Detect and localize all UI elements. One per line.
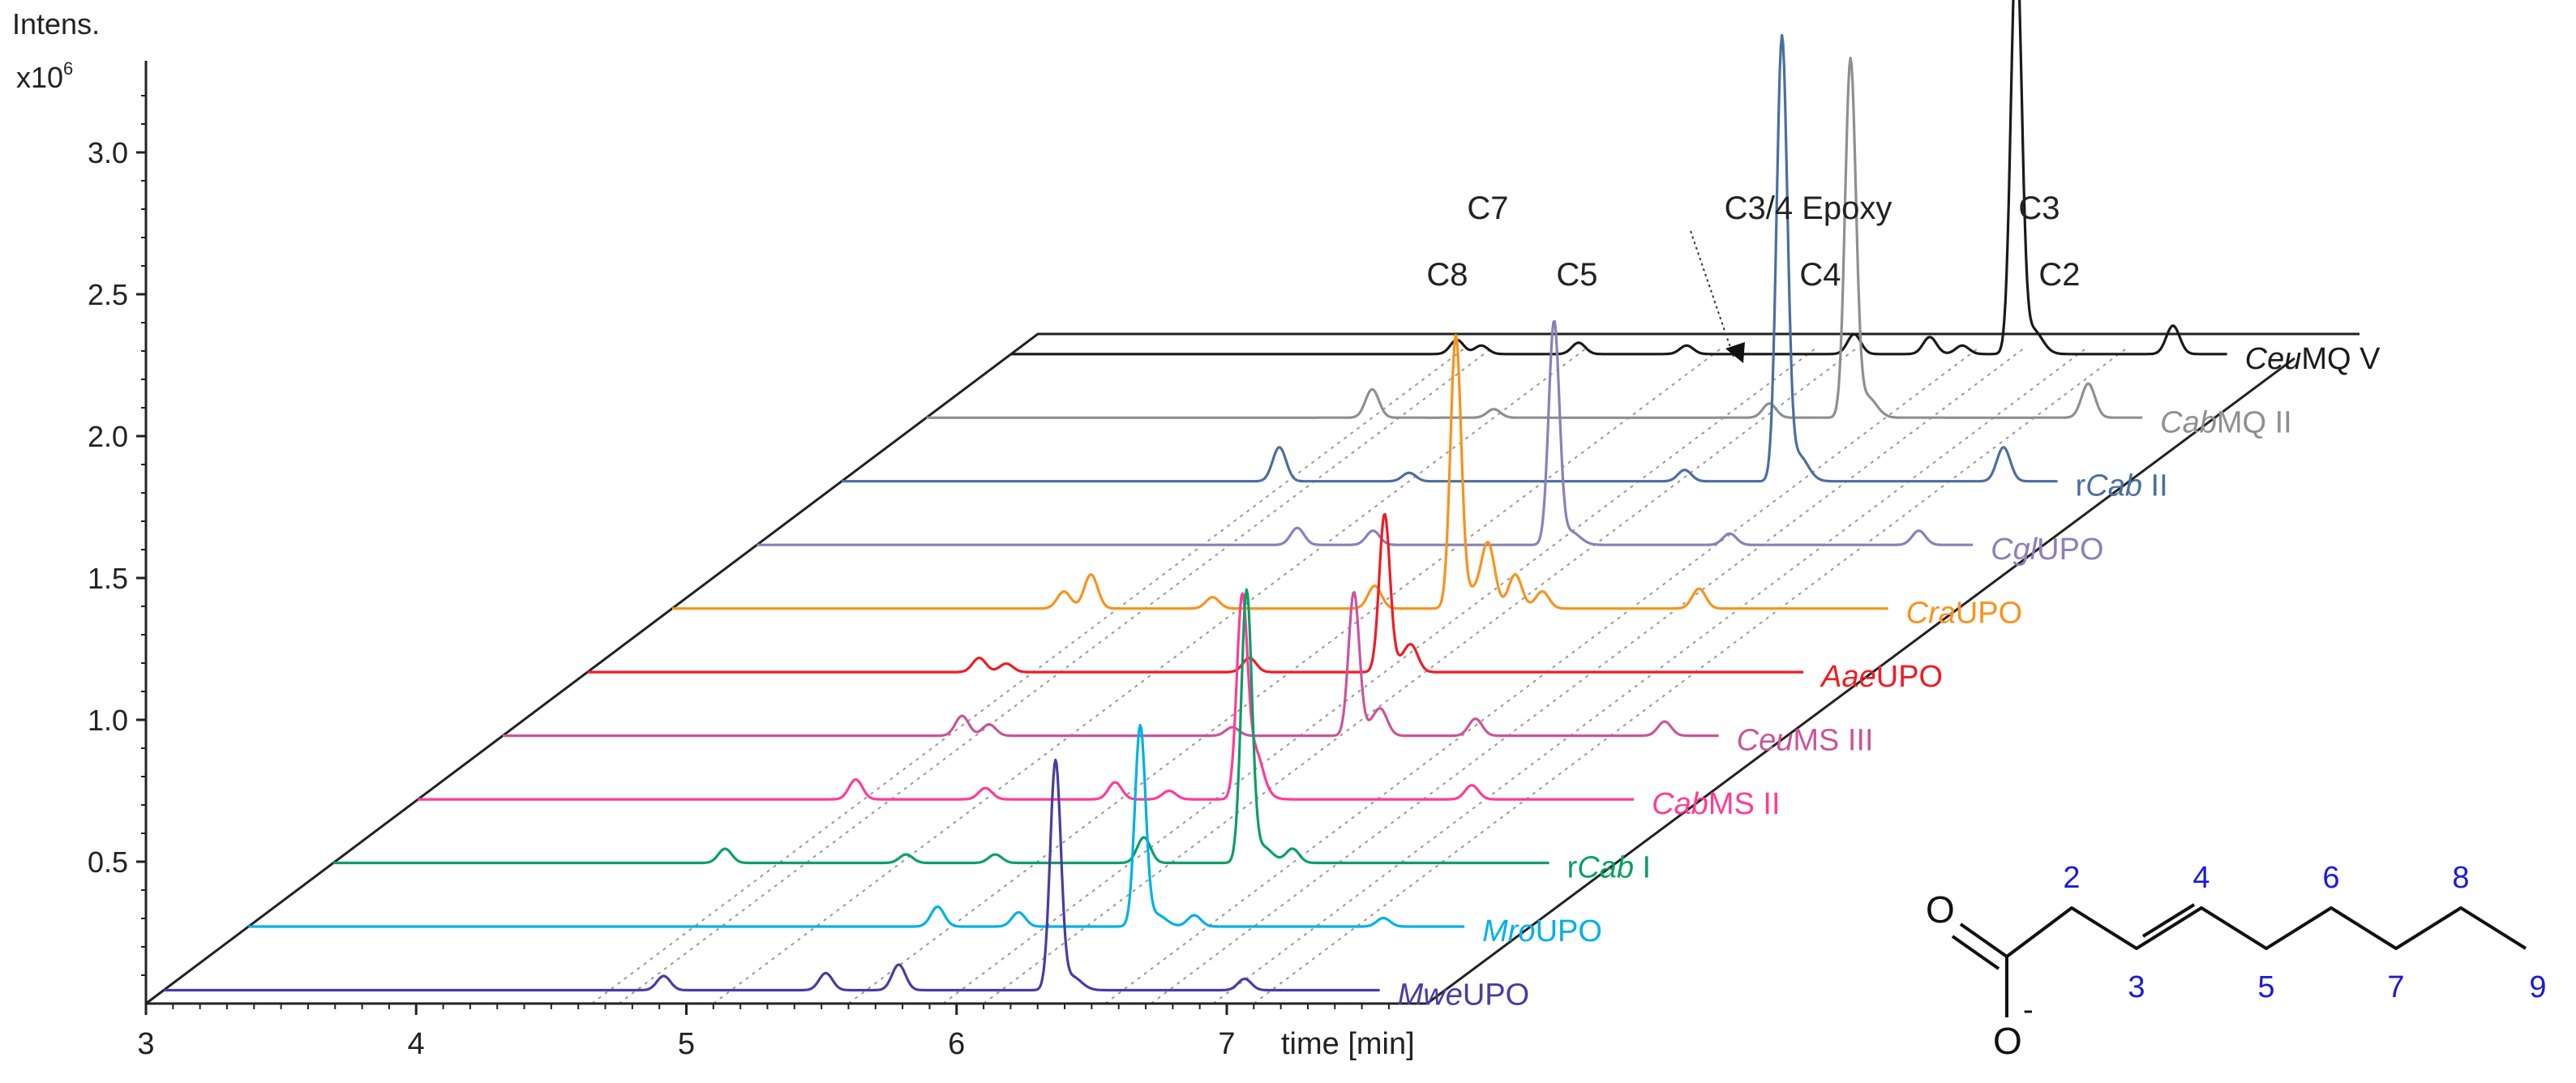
peak-label-4: C3/4 Epoxy — [1725, 190, 1892, 226]
series-label-8: rCab I — [1567, 851, 1652, 885]
series-label-4: CraUPO — [1906, 597, 2023, 631]
trace-5 — [587, 512, 1804, 674]
trace-6 — [502, 591, 1719, 738]
atom-number-3: 3 — [2128, 970, 2145, 1004]
atom-number-8: 8 — [2452, 861, 2469, 895]
epoxy-pointer — [1690, 230, 1734, 357]
atom-number-6: 6 — [2322, 861, 2339, 895]
dotted-guide-9 — [1253, 346, 2128, 1004]
trace-9 — [248, 723, 1465, 928]
y-tick-label-1: 1.0 — [88, 704, 128, 737]
dotted-guide-4 — [942, 346, 1818, 1004]
co-double-bond — [1951, 935, 2000, 970]
peak-label-6: C2 — [2038, 257, 2080, 293]
y-tick-label-4: 2.5 — [88, 278, 128, 311]
series-label-7: CabMS II — [1652, 787, 1780, 821]
x-tick-label-4: 7 — [1218, 1027, 1235, 1061]
y-tick-label-5: 3.0 — [88, 136, 128, 169]
x-tick-label-3: 6 — [948, 1027, 965, 1061]
y-tick-label-3: 2.0 — [88, 420, 128, 453]
peak-label-5: C3 — [2018, 190, 2060, 226]
peak-annotations: C8 C7 C5 C4 C3/4 Epoxy C3 C2 — [1426, 190, 2081, 363]
peak-label-0: C8 — [1426, 257, 1468, 293]
back-plane-edges — [145, 332, 2360, 1005]
dotted-guide-5 — [983, 346, 1858, 1004]
y-axis-title: Intens. — [12, 7, 100, 41]
charge-minus: - — [2023, 993, 2034, 1027]
double-bond-3-4 — [2141, 903, 2196, 938]
epoxy-arrowhead — [1725, 342, 1745, 363]
series-labels: CeuMQ V CabMQ II rCab II CglUPO CraUPO AaeUPO… — [1398, 342, 2381, 1012]
dotted-guide-6 — [1104, 346, 1980, 1004]
atom-number-5: 5 — [2257, 970, 2274, 1004]
axes: 0.5 1.0 1.5 2.0 2.5 3.0 Intens. x106 3 4 5 6 7 time [… — [12, 7, 1427, 1061]
peak-label-2: C5 — [1556, 257, 1597, 293]
dotted-guide-0 — [591, 346, 1467, 1004]
trace-7 — [418, 592, 1635, 801]
atom-number-4: 4 — [2192, 861, 2210, 895]
oxygen-top: O — [1926, 888, 1955, 931]
carbon-chain — [2005, 906, 2527, 958]
chromatogram-traces — [163, 0, 2227, 992]
series-label-2: rCab II — [2076, 469, 2168, 503]
trace-1 — [926, 56, 2143, 419]
co-bond — [1959, 922, 2008, 958]
trace-8 — [332, 588, 1549, 865]
annotation-dotted-lines — [591, 346, 2128, 1004]
x-tick-label-2: 5 — [678, 1027, 695, 1061]
series-label-6: CeuMS III — [1737, 724, 1874, 758]
peak-label-3: C4 — [1799, 257, 1841, 293]
dotted-guide-8 — [1212, 346, 2088, 1004]
dotted-guide-3 — [847, 346, 1724, 1004]
series-label-9: MroUPO — [1482, 914, 1602, 948]
series-label-1: CabMQ II — [2160, 405, 2292, 439]
x-tick-label-0: 3 — [137, 1027, 154, 1061]
y-tick-label-2: 1.5 — [88, 562, 128, 595]
series-label-3: CglUPO — [1991, 533, 2103, 567]
peak-label-1: C7 — [1467, 190, 1508, 226]
series-label-0: CeuMQ V — [2245, 342, 2381, 376]
dotted-guide-2 — [713, 346, 1588, 1004]
y-tick-label-0: 0.5 — [88, 845, 128, 879]
x-tick-label-1: 4 — [408, 1027, 425, 1061]
trace-4 — [671, 333, 1888, 610]
atom-number-9: 9 — [2529, 970, 2546, 1004]
x-axis-title: time [min] — [1281, 1027, 1415, 1061]
atom-number-7: 7 — [2387, 970, 2404, 1004]
series-label-10: MweUPO — [1398, 978, 1530, 1012]
plot-frame — [145, 332, 2360, 1005]
atom-number-2: 2 — [2063, 861, 2080, 895]
right-plane-edge — [1426, 357, 2295, 1005]
trace-0 — [1010, 0, 2227, 356]
trace-10 — [163, 758, 1380, 992]
trace-3 — [757, 319, 1974, 546]
y-axis-unit: x106 — [16, 58, 73, 94]
dotted-guide-7 — [1151, 346, 2026, 1004]
dotted-guide-1 — [618, 346, 1494, 1004]
oxygen-bottom: O — [1993, 1020, 2022, 1062]
series-label-5: AaeUPO — [1819, 660, 1943, 694]
